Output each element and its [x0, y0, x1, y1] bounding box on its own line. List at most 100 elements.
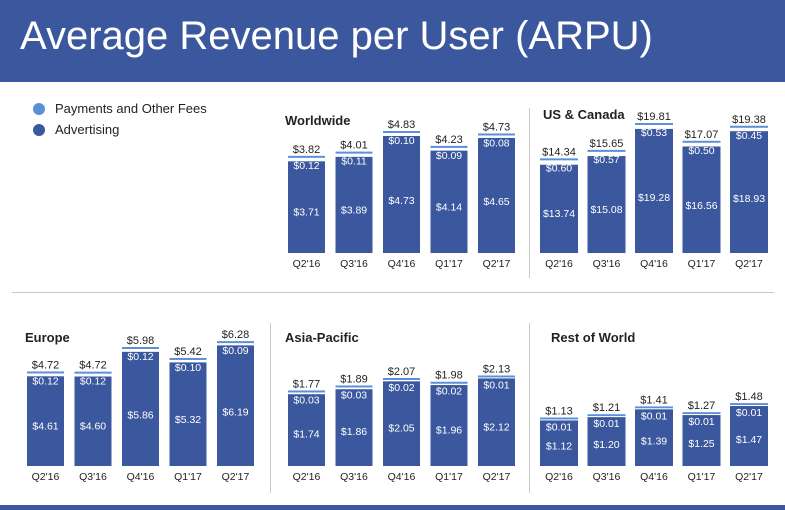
bar-separator-worldwide-0 — [288, 160, 325, 162]
x-tick-label-asia-pacific-2: Q4'16 — [388, 471, 416, 483]
bar-payments-label-worldwide-3: $0.09 — [436, 150, 462, 162]
x-tick-label-us-canada-1: Q3'16 — [593, 258, 621, 270]
x-tick-label-worldwide-2: Q4'16 — [388, 258, 416, 270]
bar-payments-label-worldwide-1: $0.11 — [341, 156, 367, 168]
bar-advertising-us-canada-4 — [730, 130, 768, 253]
bar-total-label-europe-4: $6.28 — [222, 329, 250, 341]
x-tick-label-worldwide-3: Q1'17 — [435, 258, 463, 270]
bar-payments-label-asia-pacific-4: $0.01 — [483, 380, 509, 392]
bar-total-label-us-canada-4: $19.38 — [732, 114, 766, 126]
bar-separator-asia-pacific-1 — [335, 388, 373, 390]
bar-advertising-label-europe-1: $4.60 — [80, 421, 106, 433]
bar-advertising-label-rest-of-world-0: $1.12 — [546, 441, 572, 453]
bar-total-label-worldwide-4: $4.73 — [483, 121, 511, 133]
x-tick-label-rest-of-world-2: Q4'16 — [640, 471, 668, 483]
bar-advertising-europe-0 — [27, 375, 64, 466]
x-tick-label-worldwide-0: Q2'16 — [293, 258, 321, 270]
bar-total-label-europe-3: $5.42 — [174, 346, 202, 358]
bar-payments-label-europe-0: $0.12 — [32, 375, 58, 387]
x-tick-label-worldwide-1: Q3'16 — [340, 258, 368, 270]
bar-total-label-us-canada-3: $17.07 — [685, 129, 719, 141]
bar-total-label-worldwide-0: $3.82 — [293, 144, 321, 156]
bar-payments-rest-of-world-4 — [730, 403, 768, 406]
bar-separator-europe-0 — [27, 375, 64, 377]
bar-payments-label-worldwide-4: $0.08 — [483, 137, 509, 149]
bar-advertising-europe-1 — [74, 376, 112, 466]
bar-separator-rest-of-world-0 — [540, 419, 578, 421]
bar-separator-us-canada-0 — [540, 163, 578, 165]
bar-total-label-asia-pacific-0: $1.77 — [293, 378, 321, 390]
bar-payments-europe-1 — [74, 371, 112, 374]
bar-payments-us-canada-2 — [635, 123, 673, 125]
legend-label-payments: Payments and Other Fees — [55, 101, 207, 116]
bar-total-label-rest-of-world-4: $1.48 — [735, 391, 763, 403]
bar-advertising-asia-pacific-1 — [335, 388, 373, 466]
bar-payments-europe-0 — [27, 371, 64, 374]
x-tick-label-rest-of-world-3: Q1'17 — [688, 471, 716, 483]
legend-swatch-payments — [33, 102, 45, 115]
bar-total-label-us-canada-0: $14.34 — [542, 146, 576, 158]
bar-total-label-us-canada-2: $19.81 — [637, 111, 671, 123]
bar-separator-asia-pacific-3 — [430, 384, 468, 386]
chart-title-us-canada: US & Canada — [543, 107, 625, 122]
bar-payments-label-rest-of-world-1: $0.01 — [593, 418, 619, 430]
bar-total-label-worldwide-2: $4.83 — [388, 119, 416, 131]
bar-advertising-rest-of-world-0 — [540, 419, 578, 466]
bar-advertising-us-canada-1 — [587, 155, 626, 253]
chart-title-europe: Europe — [25, 330, 70, 345]
bar-advertising-label-us-canada-1: $15.08 — [590, 204, 622, 216]
header-bar: Average Revenue per User (ARPU) — [0, 0, 785, 82]
bar-payments-europe-3 — [169, 357, 207, 360]
bar-separator-worldwide-2 — [383, 134, 420, 136]
x-tick-label-asia-pacific-3: Q1'17 — [435, 471, 463, 483]
x-tick-label-rest-of-world-1: Q3'16 — [593, 471, 621, 483]
bar-advertising-rest-of-world-3 — [682, 414, 721, 466]
bar-payments-label-asia-pacific-3: $0.02 — [436, 386, 462, 398]
bar-advertising-us-canada-3 — [682, 145, 721, 253]
chart-title-worldwide: Worldwide — [285, 113, 350, 128]
bar-payments-label-rest-of-world-3: $0.01 — [688, 416, 714, 428]
bar-payments-label-europe-4: $0.09 — [222, 345, 248, 357]
bar-advertising-worldwide-0 — [288, 160, 325, 253]
bar-total-label-rest-of-world-2: $1.41 — [640, 394, 668, 406]
x-tick-label-us-canada-4: Q2'17 — [735, 258, 763, 270]
bar-separator-rest-of-world-3 — [682, 414, 721, 416]
bar-advertising-label-us-canada-4: $18.93 — [733, 193, 765, 205]
chart-title-rest-of-world: Rest of World — [551, 330, 635, 345]
legend-item-advertising: Advertising — [33, 119, 207, 140]
bar-advertising-us-canada-0 — [540, 164, 578, 253]
bar-separator-rest-of-world-2 — [635, 408, 673, 410]
bar-advertising-label-asia-pacific-0: $1.74 — [293, 428, 319, 440]
bar-advertising-label-asia-pacific-4: $2.12 — [483, 421, 509, 433]
bar-payments-worldwide-1 — [335, 151, 373, 154]
bar-separator-us-canada-3 — [682, 145, 721, 147]
bar-advertising-label-rest-of-world-2: $1.39 — [641, 435, 667, 447]
bar-advertising-worldwide-4 — [478, 137, 515, 253]
bar-total-label-europe-1: $4.72 — [79, 360, 107, 372]
bar-advertising-label-worldwide-1: $3.89 — [341, 205, 367, 217]
x-tick-label-europe-3: Q1'17 — [174, 471, 202, 483]
bar-payments-label-us-canada-2: $0.53 — [641, 127, 667, 139]
bar-advertising-asia-pacific-4 — [478, 377, 515, 466]
x-tick-label-asia-pacific-1: Q3'16 — [340, 471, 368, 483]
bar-separator-europe-3 — [169, 361, 207, 363]
chart-title-asia-pacific: Asia-Pacific — [285, 330, 359, 345]
x-tick-label-rest-of-world-4: Q2'17 — [735, 471, 763, 483]
bar-separator-asia-pacific-4 — [478, 377, 515, 379]
bar-separator-europe-1 — [74, 375, 112, 377]
bar-payments-rest-of-world-1 — [587, 414, 626, 417]
x-tick-label-asia-pacific-4: Q2'17 — [483, 471, 511, 483]
bar-advertising-label-europe-4: $6.19 — [222, 407, 248, 419]
bar-payments-rest-of-world-3 — [682, 412, 721, 415]
divider-vertical-top — [529, 108, 530, 278]
bar-advertising-asia-pacific-3 — [430, 384, 468, 466]
bar-payments-label-us-canada-3: $0.50 — [688, 145, 714, 157]
bar-advertising-worldwide-1 — [335, 156, 373, 253]
bar-advertising-label-asia-pacific-3: $1.96 — [436, 424, 462, 436]
bar-payments-asia-pacific-3 — [430, 381, 468, 384]
bar-payments-label-asia-pacific-2: $0.02 — [388, 382, 414, 394]
bar-advertising-label-rest-of-world-3: $1.25 — [688, 438, 714, 450]
bar-advertising-label-worldwide-4: $4.65 — [483, 196, 509, 208]
bar-advertising-label-worldwide-3: $4.14 — [436, 202, 462, 214]
x-tick-label-us-canada-3: Q1'17 — [688, 258, 716, 270]
